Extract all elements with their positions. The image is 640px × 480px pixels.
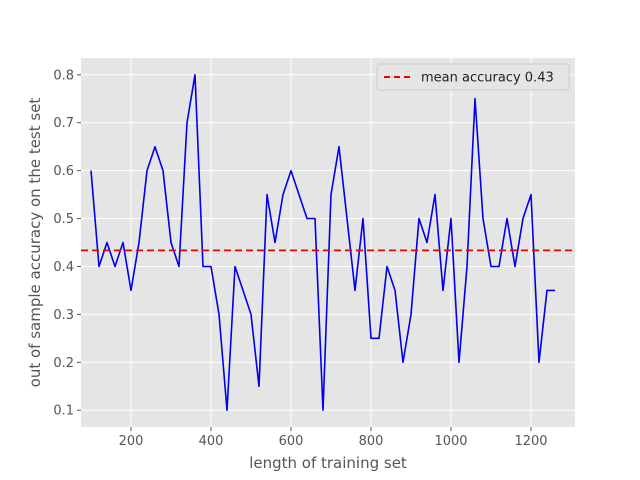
x-tick-label: 200 (119, 434, 144, 449)
x-axis-label: length of training set (249, 454, 407, 472)
y-tick-label: 0.1 (53, 404, 74, 419)
y-tick-label: 0.3 (53, 308, 74, 323)
y-tick-label: 0.7 (53, 116, 74, 131)
y-tick-label: 0.6 (53, 164, 74, 179)
accuracy-line (90, 74, 555, 412)
plot-area (81, 58, 575, 427)
legend-box (376, 63, 570, 91)
x-tick-label: 400 (199, 434, 224, 449)
y-tick-label: 0.5 (53, 212, 74, 227)
legend-label: mean accuracy 0.43 (421, 71, 554, 86)
x-tick-label: 1000 (434, 434, 467, 449)
series-layer (81, 74, 575, 412)
legend: mean accuracy 0.43 (376, 63, 570, 91)
y-axis-label: out of sample accuracy on the test set (26, 98, 44, 388)
x-tick-label: 800 (359, 434, 384, 449)
ticks: 200 400 600 800 1000 1200 0.1 0.2 0.3 0.4 0.5 0.6 0.… (53, 68, 547, 449)
x-tick-label: 600 (279, 434, 304, 449)
y-tick-label: 0.4 (53, 260, 74, 275)
y-tick-label: 0.2 (53, 356, 74, 371)
y-tick-label: 0.8 (53, 68, 74, 83)
x-tick-label: 1200 (514, 434, 547, 449)
